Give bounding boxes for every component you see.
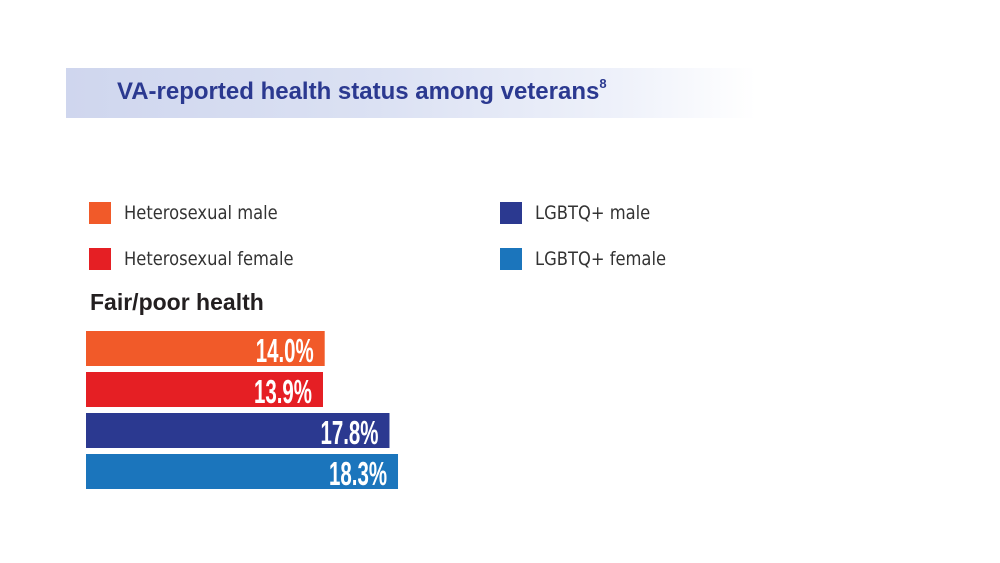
legend-item-lgbtq-female: LGBTQ+ female xyxy=(500,246,687,272)
legend-swatch xyxy=(500,202,522,224)
bar-value-label: 14.0% xyxy=(256,332,314,369)
legend-item-lgbtq-male: LGBTQ+ male xyxy=(500,200,669,226)
legend-swatch xyxy=(89,202,111,224)
chart-title: VA-reported health status among veterans… xyxy=(117,76,607,106)
legend-swatch xyxy=(500,248,522,270)
legend-swatch xyxy=(89,248,111,270)
bar-3 xyxy=(86,454,399,489)
bar-value-label: 17.8% xyxy=(321,414,379,451)
legend-label: LGBTQ+ male xyxy=(535,202,651,224)
legend-label: LGBTQ+ female xyxy=(535,248,667,270)
legend-item-heterosexual-female: Heterosexual female xyxy=(89,246,321,272)
bar-0 xyxy=(86,331,325,366)
bar-1 xyxy=(86,372,323,407)
chart-title-footnote: 8 xyxy=(599,76,607,91)
title-band xyxy=(66,68,756,118)
legend-label: Heterosexual female xyxy=(124,248,294,270)
chart-subtitle: Fair/poor health xyxy=(90,289,264,315)
chart-title-text: VA-reported health status among veterans xyxy=(117,78,600,105)
bar-value-label: 13.9% xyxy=(254,373,312,410)
legend-item-heterosexual-male: Heterosexual male xyxy=(89,200,303,226)
bar-2 xyxy=(86,413,390,448)
legend-label: Heterosexual male xyxy=(124,202,278,224)
bar-value-label: 18.3% xyxy=(329,455,387,492)
